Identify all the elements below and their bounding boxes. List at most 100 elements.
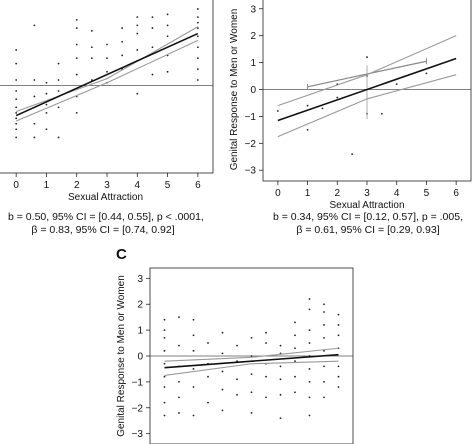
- regression-line: [15, 32, 199, 117]
- data-point: [294, 347, 296, 350]
- data-point: [45, 92, 48, 95]
- ci-lower-line: [277, 74, 457, 138]
- data-point: [323, 336, 325, 339]
- data-point: [15, 62, 18, 65]
- data-point: [192, 334, 195, 337]
- ci-upper-line: [277, 35, 457, 107]
- x-tick-label: 5: [424, 188, 430, 199]
- data-point: [90, 29, 93, 32]
- data-point: [136, 32, 139, 35]
- data-point: [163, 329, 166, 332]
- data-point: [178, 412, 180, 414]
- data-point: [294, 321, 296, 324]
- x-tick-label: 6: [453, 188, 459, 199]
- data-point: [337, 375, 340, 378]
- data-point: [90, 57, 93, 60]
- data-point: [15, 79, 18, 81]
- panel-c: −3 −2 −1 0 1 2 3 Genital Response to Men or Wom…: [116, 267, 354, 444]
- data-point: [57, 90, 60, 92]
- data-point: [323, 303, 325, 306]
- data-point: [192, 318, 195, 321]
- data-point: [75, 111, 78, 114]
- data-point: [192, 368, 195, 370]
- data-point: [45, 128, 48, 131]
- data-point: [15, 90, 18, 92]
- data-point: [337, 334, 340, 337]
- x-tick-label: 5: [165, 180, 171, 191]
- panel-b-stats-line-2: β = 0.61, 95% CI = [0.29, 0.93]: [296, 224, 440, 236]
- data-point: [192, 349, 195, 352]
- data-point: [279, 417, 282, 420]
- data-point: [151, 27, 154, 29]
- y-axis-label: Genital Response to Men or Women: [229, 9, 240, 171]
- data-point: [323, 349, 325, 352]
- data-point: [323, 365, 325, 368]
- ci-lower-line: [164, 360, 339, 376]
- data-point: [265, 331, 267, 334]
- data-point: [308, 414, 311, 417]
- y-tick-label: −1: [245, 112, 257, 123]
- y-tick-label: 0: [137, 352, 143, 363]
- data-point: [279, 365, 282, 368]
- data-point: [308, 342, 311, 344]
- data-point: [163, 401, 166, 404]
- data-point: [207, 401, 209, 404]
- data-point: [121, 40, 124, 43]
- data-point: [163, 336, 166, 339]
- data-point: [33, 122, 36, 125]
- data-point: [163, 414, 166, 417]
- data-point: [336, 96, 339, 99]
- panel-b: 0 1 2 3 4 5 6 Sexual Attraction −3 −2 −1 0 1 2 3 Genita…: [229, 0, 472, 211]
- data-point: [196, 35, 199, 38]
- x-axis-label: Sexual Attraction: [68, 192, 143, 203]
- panel-a-stats-line-1: b = 0.50, 95% CI = [0.44, 0.55], p < .00…: [8, 211, 204, 223]
- data-point: [15, 128, 18, 131]
- data-point: [33, 136, 36, 139]
- data-point: [75, 57, 78, 60]
- data-point: [166, 13, 169, 16]
- data-point: [136, 16, 139, 19]
- y-axis-label: Genital Response to Men or Women: [116, 275, 127, 437]
- data-point: [196, 27, 199, 29]
- data-point: [106, 43, 108, 46]
- data-point: [366, 56, 368, 59]
- y-tick-label: 1: [250, 58, 256, 69]
- data-point: [163, 318, 166, 321]
- data-point: [221, 370, 224, 373]
- data-point: [337, 365, 340, 368]
- data-point: [236, 344, 238, 347]
- data-point: [121, 27, 124, 29]
- y-tick-label: −3: [132, 429, 144, 440]
- x-tick-label: 3: [364, 188, 370, 199]
- data-point: [15, 111, 18, 114]
- data-point: [294, 334, 296, 337]
- data-point: [250, 355, 253, 357]
- data-point: [306, 104, 309, 107]
- y-tick-label: 0: [250, 85, 256, 96]
- data-point: [196, 8, 199, 10]
- data-point: [15, 49, 18, 51]
- x-tick-label: 2: [74, 180, 80, 191]
- ci-upper-line: [164, 347, 339, 362]
- data-point: [308, 308, 311, 311]
- data-point: [15, 117, 18, 120]
- data-point: [323, 324, 325, 326]
- data-point: [380, 112, 383, 115]
- data-point: [57, 62, 60, 65]
- y-tick-label: 3: [137, 274, 143, 285]
- data-point: [250, 412, 253, 414]
- data-point: [166, 35, 169, 38]
- data-point: [236, 378, 238, 381]
- data-point: [395, 83, 398, 86]
- data-point: [15, 136, 18, 139]
- data-point: [178, 344, 180, 347]
- x-tick-label: 2: [335, 188, 341, 199]
- data-point: [323, 396, 325, 399]
- x-tick-label: 0: [13, 180, 19, 191]
- data-point: [75, 18, 78, 21]
- data-point: [308, 380, 311, 383]
- data-point: [308, 368, 311, 370]
- data-point: [75, 73, 78, 76]
- x-tick-label: 0: [275, 188, 281, 199]
- x-tick-label: 1: [305, 188, 311, 199]
